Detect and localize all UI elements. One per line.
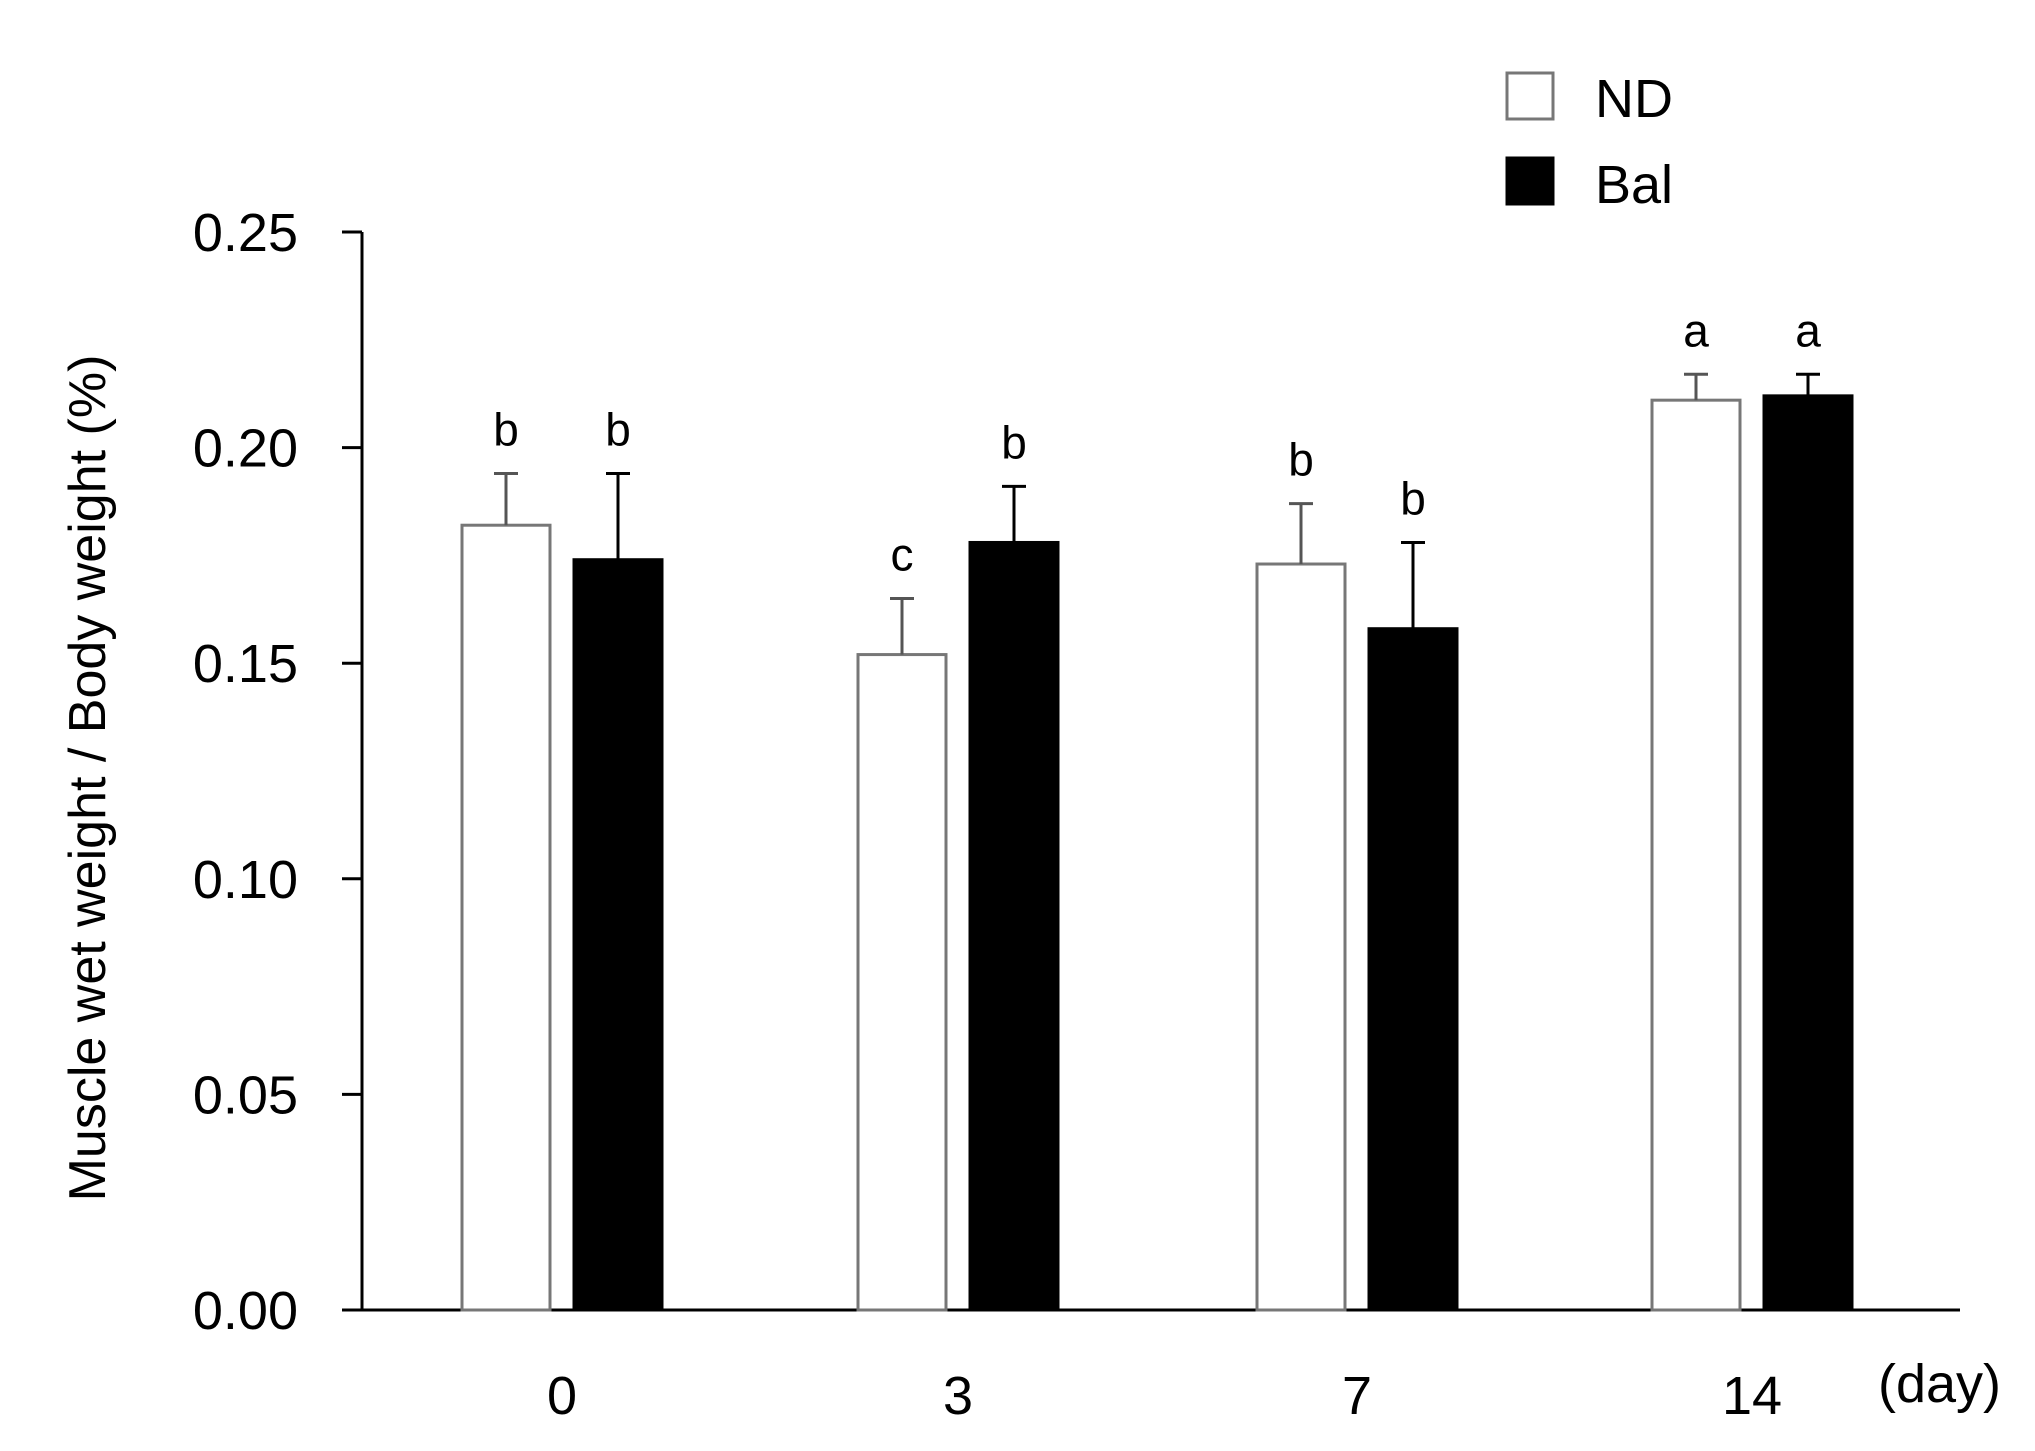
legend-label-nd: ND bbox=[1595, 69, 1673, 129]
x-tick-label: 7 bbox=[1342, 1366, 1372, 1426]
bar-bal-3 bbox=[968, 540, 1060, 1312]
legend-swatch-nd bbox=[1505, 71, 1555, 121]
y-tick-label: 0.00 bbox=[193, 1281, 298, 1341]
significance-label: b bbox=[1001, 416, 1027, 468]
x-tick-label: 3 bbox=[943, 1366, 973, 1426]
y-tick-label: 0.25 bbox=[193, 203, 298, 263]
legend-label-bal: Bal bbox=[1595, 155, 1673, 215]
significance-label: b bbox=[1288, 434, 1314, 486]
y-tick-label: 0.20 bbox=[193, 419, 298, 479]
bar-bal-14 bbox=[1762, 394, 1854, 1312]
bar-nd-3 bbox=[856, 653, 948, 1312]
x-tick-label: 14 bbox=[1722, 1366, 1782, 1426]
x-tick-label: 0 bbox=[547, 1366, 577, 1426]
legend: ND Bal bbox=[1505, 69, 1673, 215]
significance-label: b bbox=[1400, 472, 1426, 524]
bar-bal-7 bbox=[1367, 627, 1459, 1312]
x-tick-labels: 0 3 7 14 bbox=[547, 1366, 1782, 1426]
significance-label: a bbox=[1795, 304, 1821, 356]
bar-nd-14 bbox=[1650, 398, 1742, 1312]
y-ticks: 0.00 0.05 0.10 0.15 0.20 0.25 bbox=[193, 203, 362, 1341]
bar-bal-0 bbox=[572, 558, 664, 1312]
bar-nd-7 bbox=[1255, 562, 1347, 1312]
bar-nd-0 bbox=[460, 523, 552, 1312]
bars bbox=[460, 394, 1854, 1312]
y-tick-label: 0.05 bbox=[193, 1065, 298, 1125]
significance-labels: b b c b b b a a bbox=[493, 304, 1821, 580]
y-tick-label: 0.15 bbox=[193, 634, 298, 694]
significance-label: b bbox=[605, 403, 631, 455]
significance-label: c bbox=[891, 529, 914, 581]
legend-swatch-bal bbox=[1505, 156, 1555, 206]
y-axis-title: Muscle wet weight / Body weight (%) bbox=[59, 355, 117, 1202]
x-unit-label: (day) bbox=[1878, 1354, 2001, 1414]
significance-label: b bbox=[493, 403, 519, 455]
y-tick-label: 0.10 bbox=[193, 850, 298, 910]
significance-label: a bbox=[1683, 304, 1709, 356]
error-bars bbox=[494, 372, 1820, 655]
